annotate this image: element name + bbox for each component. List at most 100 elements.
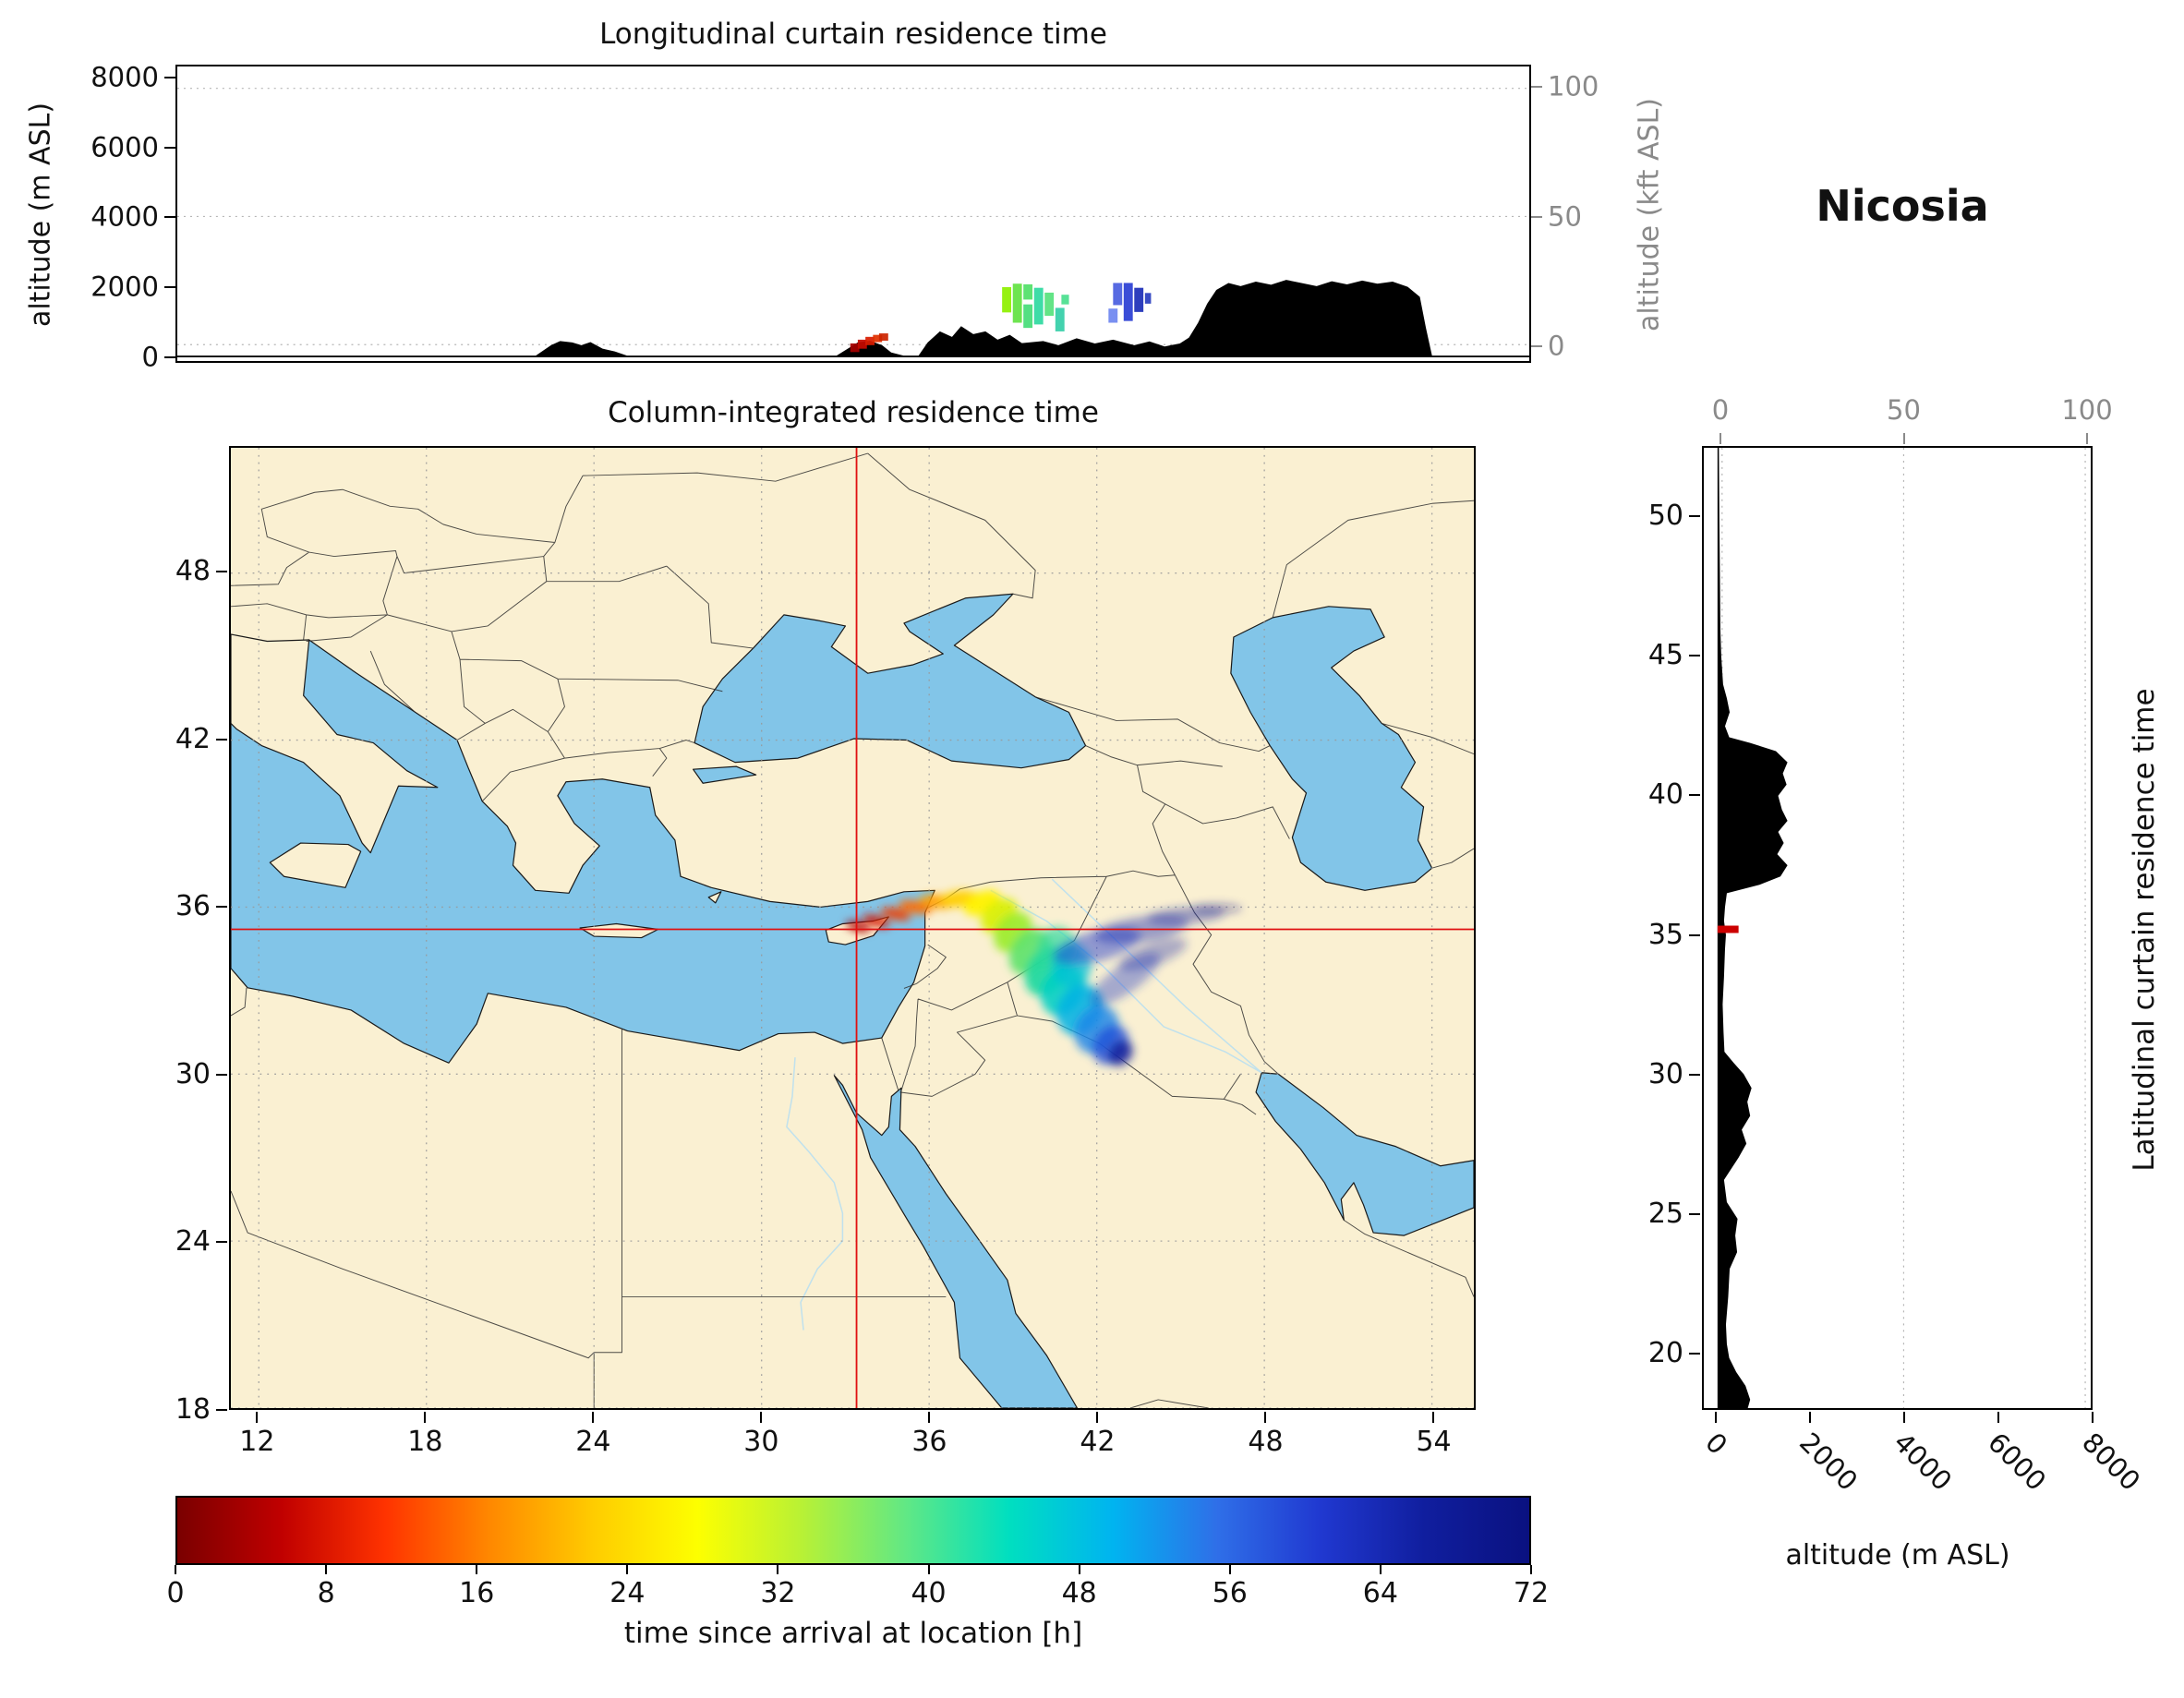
lat-ytick-label: 40 — [1647, 778, 1683, 812]
tick-mark — [1078, 1565, 1080, 1574]
colorbar-tick-label: 40 — [911, 1577, 947, 1609]
top-kft-label: 0 — [1548, 330, 1565, 362]
tick-mark — [164, 286, 175, 289]
latitudinal-panel-title: Latitudinal curtain residence time — [2127, 688, 2161, 1172]
colorbar-tick-label: 24 — [609, 1577, 646, 1609]
tick-mark — [1689, 1213, 1700, 1216]
tick-mark — [1689, 1353, 1700, 1355]
map-ytick-label: 42 — [175, 722, 211, 755]
right-kft-label: 0 — [1711, 394, 1730, 426]
sicily-island — [269, 842, 362, 888]
top-ylabel-left: altitude (m ASL) — [24, 102, 57, 328]
station-crosshair — [231, 448, 1474, 1408]
tick-mark — [164, 216, 175, 219]
tick-mark — [164, 76, 175, 78]
tick-mark — [592, 1412, 595, 1423]
tick-mark — [927, 1565, 930, 1574]
latitudinal-terrain-profile — [1717, 448, 1788, 1408]
longitudinal-terrain-profile — [177, 280, 1529, 358]
lat-ytick-label: 45 — [1647, 638, 1683, 671]
top-ytick-label: 2000 — [90, 271, 159, 303]
map-gridlines — [231, 448, 1474, 1408]
top-ytick-label: 6000 — [90, 131, 159, 163]
caspian-sea — [1230, 606, 1433, 891]
map-plume-blob — [863, 914, 890, 928]
crete-island — [579, 922, 659, 939]
tick-mark — [1096, 1412, 1099, 1423]
station-title: Nicosia — [1816, 181, 1989, 231]
tick-mark — [928, 1412, 931, 1423]
latitudinal-xlabel: altitude (m ASL) — [1785, 1539, 2010, 1572]
lat-ytick-label: 50 — [1647, 499, 1683, 532]
longitudinal-plume-cell — [1033, 287, 1044, 325]
map-ytick-label: 18 — [175, 1393, 211, 1426]
colorbar-tick-label: 0 — [166, 1577, 185, 1609]
lat-ytick-label: 30 — [1647, 1057, 1683, 1090]
latitudinal-curtain-plot — [1717, 448, 2086, 1408]
map-xtick-label: 42 — [1080, 1426, 1116, 1458]
tick-mark — [476, 1565, 478, 1574]
alt-xtick-label: 8000 — [2076, 1426, 2147, 1498]
alt-xtick-label: 6000 — [1982, 1426, 2053, 1498]
tick-mark — [1264, 1412, 1267, 1423]
map-xtick-label: 30 — [743, 1426, 779, 1458]
top-kft-label: 50 — [1548, 200, 1582, 232]
map-panel: 2021-01-07 18:00 UTC — [229, 446, 1476, 1410]
tick-mark — [1902, 433, 1905, 444]
longitudinal-plume-cell — [1023, 283, 1033, 300]
tick-mark — [1719, 433, 1721, 444]
tick-mark — [216, 1409, 227, 1411]
longitudinal-plume-cell — [1023, 304, 1033, 329]
tick-mark — [424, 1412, 427, 1423]
map-plot — [231, 448, 1474, 1408]
tick-mark — [1715, 1412, 1717, 1423]
tick-mark — [1997, 1412, 1999, 1423]
tick-mark — [1228, 1565, 1231, 1574]
longitudinal-plume-cell — [1123, 283, 1133, 321]
alt-xtick-label: 0 — [1699, 1426, 1734, 1461]
alt-xtick-label: 2000 — [1793, 1426, 1864, 1498]
tick-mark — [1531, 215, 1542, 218]
top-ylabel-right: altitude (kft ASL) — [1633, 97, 1666, 332]
tick-mark — [1379, 1565, 1382, 1574]
longitudinal-plume-cell — [1144, 293, 1152, 304]
longitudinal-plume-cell — [1012, 283, 1022, 323]
colorbar-tick-label: 8 — [317, 1577, 335, 1609]
tick-mark — [216, 571, 227, 573]
longitudinal-panel-title: Longitudinal curtain residence time — [599, 18, 1107, 51]
map-xtick-label: 12 — [239, 1426, 275, 1458]
rhodes-island — [707, 891, 722, 904]
longitudinal-plume-cell — [1055, 307, 1065, 331]
tick-mark — [216, 1073, 227, 1076]
tick-mark — [626, 1565, 629, 1574]
tick-mark — [164, 356, 175, 358]
latitudinal-plume-marker — [1717, 925, 1739, 933]
map-panel-title: Column-integrated residence time — [608, 396, 1099, 429]
colorbar-tick-label: 64 — [1362, 1577, 1398, 1609]
map-ytick-label: 36 — [175, 890, 211, 923]
tick-mark — [1432, 1412, 1435, 1423]
tick-mark — [1689, 514, 1700, 517]
top-ytick-label: 8000 — [90, 61, 159, 93]
tick-mark — [175, 1565, 176, 1574]
colorbar-tick-label: 32 — [760, 1577, 796, 1609]
sea-polygons — [231, 593, 1474, 1408]
map-plume-blob — [1107, 1040, 1133, 1066]
tick-mark — [2086, 433, 2088, 444]
tick-mark — [1531, 345, 1542, 347]
map-xtick-label: 24 — [575, 1426, 611, 1458]
colorbar-tick-label: 48 — [1061, 1577, 1097, 1609]
tick-mark — [760, 1412, 763, 1423]
right-kft-label: 50 — [1887, 394, 1921, 426]
longitudinal-plume-cell — [1108, 308, 1118, 323]
tick-mark — [164, 146, 175, 149]
tick-mark — [216, 1241, 227, 1244]
lat-ytick-label: 35 — [1647, 918, 1683, 951]
longitudinal-curtain-plot — [177, 88, 1529, 358]
map-xtick-label: 36 — [911, 1426, 947, 1458]
colorbar — [175, 1496, 1531, 1565]
longitudinal-plume-cell — [1044, 292, 1055, 317]
black-sea — [694, 593, 1087, 769]
country-borders — [231, 452, 1474, 1408]
